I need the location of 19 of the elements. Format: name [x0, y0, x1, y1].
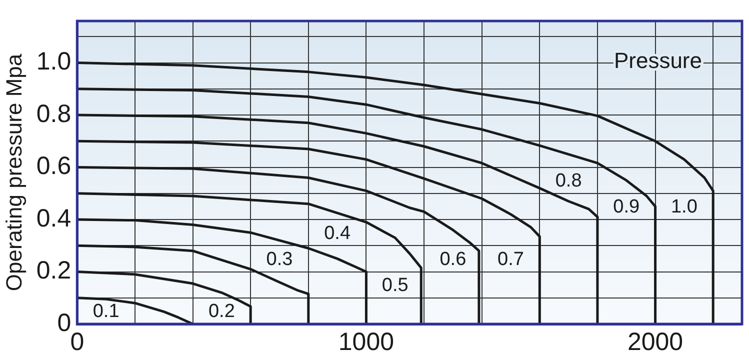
series-label: 0.8	[555, 170, 582, 192]
y-axis-title: Operating pressure Mpa	[1, 53, 26, 292]
series-label: 1.0	[670, 196, 698, 218]
series-label: 0.2	[208, 301, 235, 322]
series-label: 0.9	[613, 196, 640, 218]
y-tick-label: 1.0	[36, 48, 72, 76]
y-tick-label: 0.6	[36, 152, 72, 180]
series-label: 0.6	[440, 248, 466, 270]
x-tick-label: 1000	[338, 328, 394, 356]
y-tick-label: 0.8	[36, 100, 72, 128]
y-tick-label: 0	[57, 308, 72, 337]
series-label: 0.5	[382, 275, 408, 296]
series-label: 0.4	[324, 222, 351, 244]
x-tick-label: 2000	[627, 328, 684, 356]
series-label: 0.7	[498, 248, 524, 270]
y-tick-label: 0.2	[36, 256, 72, 285]
series-label: 0.1	[92, 301, 120, 322]
series-label: 0.3	[266, 248, 293, 270]
y-tick-label: 0.4	[36, 204, 72, 232]
